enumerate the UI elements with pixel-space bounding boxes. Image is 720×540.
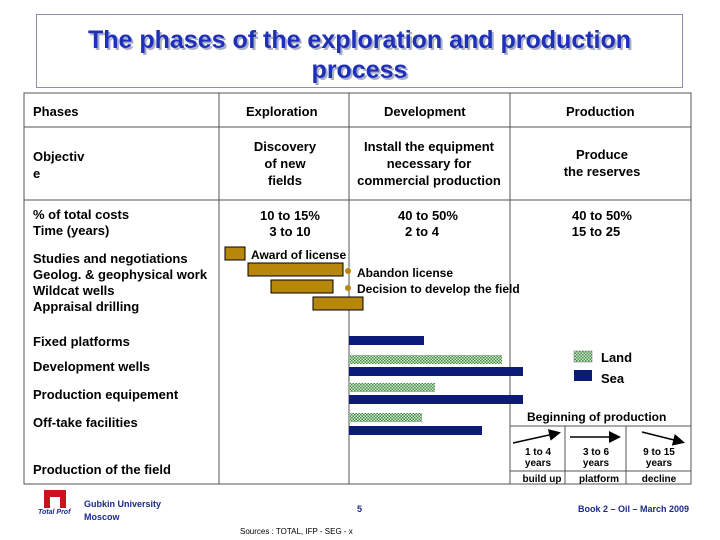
activity-geolog: Geolog. & geophysical work [33, 267, 208, 282]
note-abandon: Abandon license [357, 266, 454, 280]
time-label: Time (years) [33, 223, 110, 238]
activity-prod-field: Production of the field [33, 462, 171, 477]
footer-book: Book 2 – Oil – March 2009 [578, 504, 690, 514]
header-phases: Phases [33, 104, 79, 119]
objective-exploration: Discovery of new fields [253, 139, 317, 188]
table-border [23, 92, 692, 485]
phase-years-platform: 3 to 6 years [582, 447, 610, 469]
activity-studies: Studies and negotiations [33, 251, 188, 266]
objective-label: Objectiv e [33, 149, 85, 181]
costs-production: 40 to 50% [572, 208, 632, 223]
arrow-decline [641, 431, 685, 446]
costs-label: % of total costs [33, 207, 130, 222]
legend-sea-label: Sea [601, 371, 625, 386]
costs-development: 40 to 50% [398, 208, 458, 223]
marker-decision [345, 285, 351, 291]
note-award: Award of license [251, 248, 347, 262]
footer-sources: Sources : TOTAL, IFP - SEG - x [240, 527, 353, 536]
objective-production: Produce the reserves [563, 147, 641, 179]
bar-offtake-sea [349, 426, 482, 435]
title-box: The phases of the exploration and produc… [36, 14, 683, 88]
objective-development: Install the equipment necessary for comm… [357, 139, 501, 188]
bar-fixed-platforms [349, 336, 424, 345]
activity-fixed-platforms: Fixed platforms [33, 334, 130, 349]
activity-wildcat: Wildcat wells [33, 283, 115, 298]
bar-dev-wells-sea [349, 367, 523, 376]
phase-label-decline: decline [641, 474, 677, 485]
time-development: 2 to 4 [405, 224, 439, 239]
bar-prod-equip-sea [349, 395, 523, 404]
legend-sea-swatch [574, 370, 592, 381]
bar-wildcat [270, 279, 334, 294]
phase-years-build-up: 1 to 4 years [524, 447, 552, 469]
time-exploration: 3 to 10 [269, 224, 311, 239]
phase-label-build-up: build up [522, 474, 562, 485]
activity-offtake: Off-take facilities [33, 415, 138, 430]
legend-land-swatch [573, 350, 593, 363]
bar-studies [224, 246, 246, 261]
footer-page-number: 5 [357, 504, 363, 514]
phase-label-platform: platform [579, 474, 619, 485]
marker-abandon [345, 268, 351, 274]
note-beginning: Beginning of production [527, 410, 667, 424]
header-exploration: Exploration [246, 104, 318, 119]
bar-appraisal [312, 296, 364, 311]
bar-dev-wells-land [349, 355, 502, 364]
footer-university: Gubkin University Moscow [84, 499, 162, 522]
bar-offtake-land [349, 413, 422, 422]
activity-appraisal: Appraisal drilling [33, 299, 140, 314]
bar-geolog [247, 262, 344, 277]
header-production: Production [566, 104, 635, 119]
legend-land-label: Land [601, 350, 633, 365]
time-production: 15 to 25 [571, 224, 621, 239]
phase-years-decline: 9 to 15 years [643, 447, 675, 469]
activity-dev-wells: Development wells [33, 359, 151, 374]
header-development: Development [384, 104, 466, 119]
bar-prod-equip-land [349, 383, 435, 392]
arrow-build-up [512, 429, 561, 444]
logo-white-cut [50, 497, 60, 508]
activity-prod-equipment: Production equipement [33, 387, 179, 402]
note-decision: Decision to develop the field [357, 282, 520, 296]
logo-text: Total Prof [38, 509, 71, 516]
page-title: The phases of the exploration and produc… [87, 26, 632, 84]
costs-exploration: 10 to 15% [260, 208, 320, 223]
